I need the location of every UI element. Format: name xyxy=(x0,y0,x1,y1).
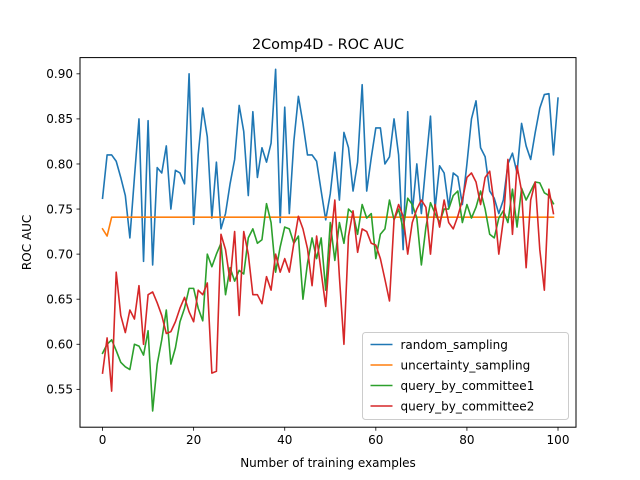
y-tick-label: 0.55 xyxy=(46,383,73,397)
series-line-query-by-committee2 xyxy=(101,158,555,392)
x-tick-label: 60 xyxy=(368,433,383,447)
y-tick-label: 0.70 xyxy=(46,247,73,261)
series-group xyxy=(101,68,559,412)
y-tick-label: 0.75 xyxy=(46,202,73,216)
legend-label: query_by_committee1 xyxy=(401,379,535,393)
legend-label: query_by_committee2 xyxy=(401,399,535,413)
y-tick-label: 0.85 xyxy=(46,112,73,126)
x-axis-label: Number of training examples xyxy=(240,456,416,470)
series-line-query-by-committee1 xyxy=(101,181,555,412)
y-axis: 0.55 0.60 0.65 0.70 0.75 0.80 0.85 0.90 xyxy=(46,67,80,397)
x-tick-label: 100 xyxy=(547,433,570,447)
y-tick-label: 0.60 xyxy=(46,338,73,352)
legend-label: uncertainty_sampling xyxy=(401,358,531,372)
x-tick-label: 80 xyxy=(459,433,474,447)
axes-frame xyxy=(79,57,577,428)
x-tick-label: 0 xyxy=(99,433,107,447)
legend: random_sampling uncertainty_samplingquery… xyxy=(362,332,569,420)
y-tick-label: 0.80 xyxy=(46,157,73,171)
series-line-uncertainty-sampling xyxy=(101,216,555,237)
x-axis: 0 20 40 60 80 100 xyxy=(99,427,570,447)
series-line-random-sampling xyxy=(101,68,559,266)
x-tick-label: 20 xyxy=(186,433,201,447)
legend-label: random_sampling xyxy=(401,338,508,352)
legend-box xyxy=(362,332,569,420)
y-axis-label: ROC AUC xyxy=(20,215,34,270)
x-tick-label: 40 xyxy=(277,433,292,447)
y-tick-label: 0.90 xyxy=(46,67,73,81)
y-tick-label: 0.65 xyxy=(46,292,73,306)
chart-title: 2Comp4D - ROC AUC xyxy=(252,37,404,53)
